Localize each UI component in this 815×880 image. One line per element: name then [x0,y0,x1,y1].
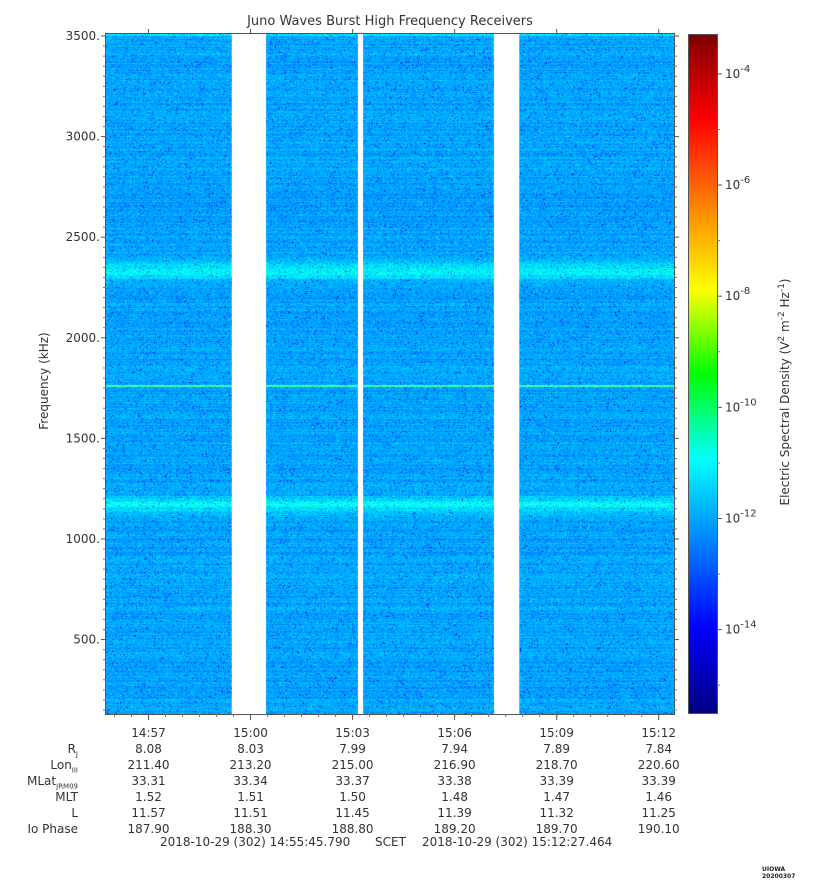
x-tick-label: 14:57 [131,726,166,740]
ephemeris-value: 188.30 [229,822,272,836]
ephemeris-value: 7.89 [543,742,571,756]
ephemeris-value: 187.90 [127,822,170,836]
y-tick-label: 500. [73,633,100,647]
ephemeris-value: 33.34 [233,774,268,788]
x-tick-label: 15:00 [233,726,268,740]
colorbar [689,35,717,713]
ephemeris-value: 189.20 [433,822,476,836]
colorbar-tick-label: 10-4 [725,64,750,81]
ephemeris-value: 215.00 [331,758,374,772]
plot-frame [105,33,675,715]
ephemeris-value: 11.39 [437,806,472,820]
x-tick-label: 15:09 [539,726,574,740]
colorbar-tick-label: 10-8 [725,286,750,303]
ephemeris-value: 1.51 [237,790,264,804]
colorbar-label: Electric Spectral Density (V2 m-2 Hz-1) [777,278,792,505]
ephemeris-value: 7.99 [339,742,366,756]
colorbar-tick-label: 10-10 [725,397,757,414]
colorbar-axis: 10-4 10-6 10-8 10-10 10-12 10-14 [717,64,757,686]
ephemeris-label: MLT [55,790,78,804]
y-tick-label: 1500. [66,431,100,445]
data-gap [494,34,520,714]
ephemeris-value: 189.70 [535,822,578,836]
y-tick-label: 1000. [66,532,100,546]
x-tick-label: 15:03 [335,726,370,740]
y-tick-label: 3500. [66,29,100,43]
ephemeris-table: RJ LonIII MLatJRM09 MLT L Io Phase 8.08 8.03 7.9… [27,742,680,836]
ephemeris-value: 33.39 [641,774,676,788]
chart-title: Juno Waves Burst High Frequency Receiver… [246,14,533,29]
ephemeris-value: 190.10 [637,822,680,836]
y-axis: 500. 1000. 1500. 2000. 2500. 3000. 3500. [66,29,679,711]
y-tick-label: 2500. [66,230,100,244]
x-tick-label: 15:06 [437,726,472,740]
colorbar-frame [688,34,718,714]
colorbar-tick-label: 10-12 [725,508,757,525]
x-axis: 14:57 15:00 15:03 15:06 15:09 15:12 [114,29,676,740]
uiowa-stamp: UIOWA 20200307 [762,866,796,880]
ephemeris-value: 33.31 [131,774,166,788]
ephemeris-value: 33.38 [437,774,472,788]
y-tick-label: 2000. [66,331,100,345]
ephemeris-value: 11.25 [641,806,676,820]
ephemeris-value: 33.37 [335,774,370,788]
colorbar-tick-label: 10-14 [725,620,757,637]
footer-end-time: 2018-10-29 (302) 15:12:27.464 [422,835,613,849]
ephemeris-value: 218.70 [535,758,578,772]
colorbar-tick-label: 10-6 [725,175,750,192]
ephemeris-value: 211.40 [127,758,170,772]
ephemeris-value: 1.50 [339,790,366,804]
ephemeris-value: 7.94 [441,742,468,756]
ephemeris-value: 7.84 [645,742,673,756]
ephemeris-value: 216.90 [433,758,476,772]
spectrogram-chart: Juno Waves Burst High Frequency Receiver… [37,14,792,740]
ephemeris-label: L [71,806,78,820]
ephemeris-value: 213.20 [229,758,272,772]
ephemeris-value: 8.03 [237,742,264,756]
ephemeris-label: LonIII [50,758,78,775]
footer-scet: SCET [375,835,406,849]
ephemeris-value: 1.52 [135,790,162,804]
ephemeris-value: 11.45 [335,806,370,820]
ephemeris-label: Io Phase [27,822,78,836]
ephemeris-value: 11.32 [539,806,574,820]
ephemeris-value: 11.51 [233,806,268,820]
ephemeris-value: 1.48 [441,790,468,804]
ephemeris-value: 11.57 [131,806,166,820]
ephemeris-label: RJ [67,742,78,759]
data-gaps [231,34,520,714]
ephemeris-value: 33.39 [539,774,574,788]
y-axis-label: Frequency (kHz) [37,332,51,429]
spectrogram-image [106,34,674,714]
footer-start-time: 2018-10-29 (302) 14:55:45.790 [160,835,351,849]
ephemeris-value: 220.60 [637,758,680,772]
ephemeris-label: MLatJRM09 [27,774,78,791]
ephemeris-value: 8.08 [135,742,162,756]
ephemeris-value: 1.47 [543,790,571,804]
y-tick-label: 3000. [66,130,100,144]
ephemeris-value: 1.46 [645,790,673,804]
x-tick-label: 15:12 [641,726,676,740]
data-gap [358,34,363,714]
data-gap [231,34,266,714]
ephemeris-value: 188.80 [331,822,374,836]
